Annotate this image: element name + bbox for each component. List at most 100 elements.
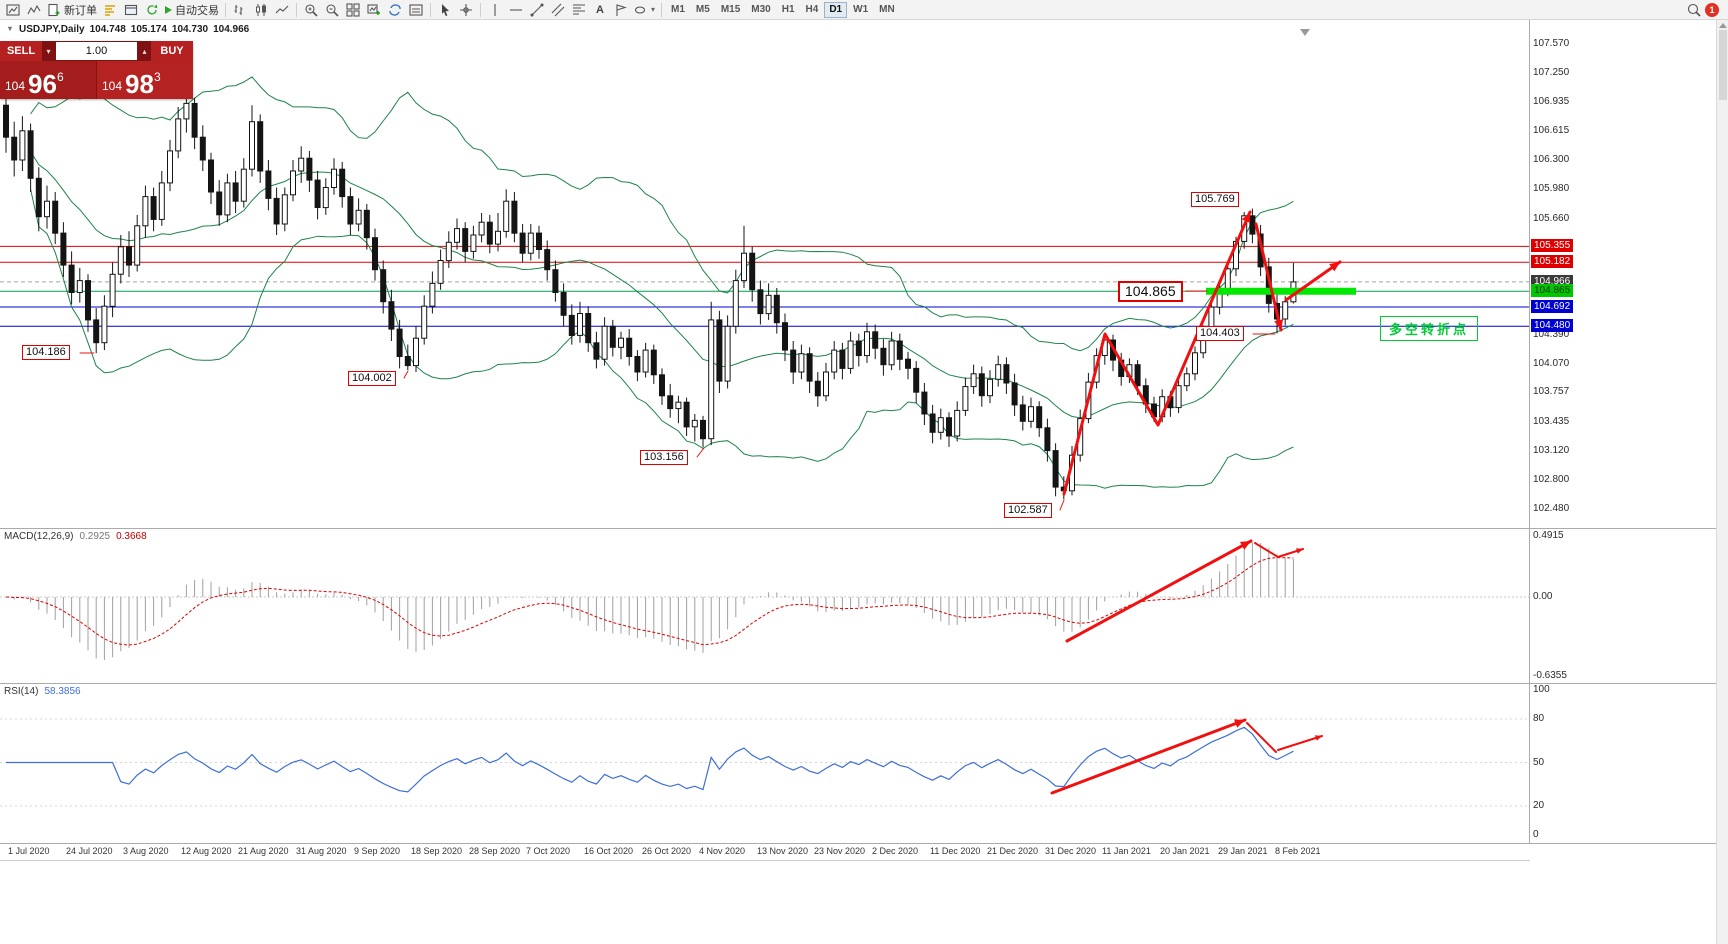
price-tick-label: 105.980 xyxy=(1533,183,1570,194)
date-label: 24 Jul 2020 xyxy=(66,846,113,856)
tf-button-w1[interactable]: W1 xyxy=(848,2,873,18)
vertical-line-tool-icon[interactable] xyxy=(485,1,505,19)
date-label: 11 Jan 2021 xyxy=(1102,846,1151,856)
price-tick-label: 104.070 xyxy=(1533,358,1570,369)
buy-price-prefix: 104 xyxy=(102,79,123,93)
buy-price-big: 98 xyxy=(125,69,154,99)
new-order-icon xyxy=(47,3,61,17)
tf-button-h4[interactable]: H4 xyxy=(801,2,824,18)
price-tick-label: 103.120 xyxy=(1533,445,1570,456)
date-label: 23 Nov 2020 xyxy=(814,846,866,856)
autotrade-button[interactable]: 自动交易 xyxy=(163,1,221,19)
scroll-up-icon[interactable] xyxy=(1718,23,1727,28)
shapes-dropdown-icon[interactable]: ▾ xyxy=(632,1,657,19)
profiles-icon[interactable] xyxy=(385,1,405,19)
date-axis[interactable]: 1 Jul 2020 24 Jul 2020 3 Aug 2020 12 Aug 20… xyxy=(0,844,1530,861)
rsi-axis-label: 50 xyxy=(1533,757,1545,768)
price-tick-label: 102.800 xyxy=(1533,474,1570,485)
panel-separator[interactable] xyxy=(0,683,1716,684)
panel-separator xyxy=(0,843,1716,844)
date-label: 26 Oct 2020 xyxy=(642,846,692,856)
cursor-icon[interactable] xyxy=(435,1,455,19)
sell-price-big: 96 xyxy=(28,69,57,99)
volume-input[interactable] xyxy=(55,41,138,61)
label-tool-icon[interactable] xyxy=(611,1,631,19)
date-label: 29 Jan 2021 xyxy=(1218,846,1268,856)
tf-button-m5[interactable]: M5 xyxy=(691,2,715,18)
candlestick-chart-type-icon[interactable] xyxy=(251,1,271,19)
date-label: 2 Dec 2020 xyxy=(872,846,919,856)
new-order-button[interactable]: 新订单 xyxy=(45,1,99,19)
tf-button-m15[interactable]: M15 xyxy=(716,2,745,18)
chart-right-border xyxy=(1529,20,1530,843)
price-level-label: 105.355 xyxy=(1531,239,1574,252)
charts-window-icon[interactable] xyxy=(3,1,23,19)
bar-chart-type-icon[interactable] xyxy=(230,1,250,19)
panel-separator[interactable] xyxy=(0,528,1716,529)
price-axis[interactable]: 107.570 107.250 106.935 106.615 106.300 105.9… xyxy=(1530,20,1716,861)
one-click-trading-panel: SELL ▾ ▴ BUY 104 96 6 104 98 3 xyxy=(0,41,193,99)
play-icon xyxy=(165,5,172,14)
sell-button[interactable]: SELL xyxy=(0,41,42,61)
toolbar: 新订单 自动交易 xyxy=(0,0,1728,20)
date-label: 31 Dec 2020 xyxy=(1045,846,1097,856)
search-icon[interactable] xyxy=(1684,1,1704,19)
crosshair-icon[interactable] xyxy=(456,1,476,19)
rsi-axis-label: 80 xyxy=(1533,713,1545,724)
new-chart-icon[interactable] xyxy=(364,1,384,19)
price-chart-canvas[interactable] xyxy=(0,20,1530,843)
candles-layer xyxy=(3,94,1297,500)
line-chart-type-icon[interactable] xyxy=(272,1,292,19)
date-label: 11 Dec 2020 xyxy=(930,846,981,856)
scrollbar-thumb[interactable] xyxy=(1718,30,1727,100)
channel-tool-icon[interactable] xyxy=(548,1,568,19)
price-tick-label: 103.757 xyxy=(1533,386,1570,397)
price-tick-label: 107.250 xyxy=(1533,67,1570,78)
rsi-axis-label: 20 xyxy=(1533,800,1545,811)
date-label: 12 Aug 2020 xyxy=(181,846,232,856)
trendline-tool-icon[interactable] xyxy=(527,1,547,19)
price-tick-label: 106.615 xyxy=(1533,125,1570,136)
volume-increase-button[interactable]: ▴ xyxy=(138,41,151,61)
tf-button-m30[interactable]: M30 xyxy=(746,2,775,18)
notification-badge[interactable]: 1 xyxy=(1705,2,1719,17)
new-order-label: 新订单 xyxy=(64,4,97,17)
tile-windows-icon[interactable] xyxy=(343,1,363,19)
terminal-panel-icon[interactable] xyxy=(121,1,141,19)
price-tick-label: 102.480 xyxy=(1533,503,1570,514)
tick-chart-icon[interactable] xyxy=(24,1,44,19)
ohlc-close: 104.966 xyxy=(213,24,250,35)
chart-properties-icon[interactable] xyxy=(406,1,426,19)
market-depth-icon[interactable] xyxy=(100,1,120,19)
tf-button-d1[interactable]: D1 xyxy=(824,1,848,18)
date-label: 3 Aug 2020 xyxy=(123,846,169,856)
buy-button[interactable]: BUY xyxy=(151,41,193,61)
date-label: 16 Oct 2020 xyxy=(584,846,634,856)
panel-toggle-icon[interactable]: ▾ xyxy=(8,24,13,33)
zoom-in-icon[interactable] xyxy=(301,1,321,19)
vertical-scrollbar[interactable] xyxy=(1716,20,1728,944)
tf-button-mn[interactable]: MN xyxy=(874,2,900,18)
price-levels-layer xyxy=(0,245,1530,327)
text-tool-icon[interactable]: A xyxy=(596,3,604,16)
toolbar-separator xyxy=(296,2,297,17)
zoom-out-icon[interactable] xyxy=(322,1,342,19)
toolbar-separator xyxy=(430,2,431,17)
buy-price-sup: 3 xyxy=(153,70,161,84)
tf-button-m1[interactable]: M1 xyxy=(666,2,690,18)
date-label: 7 Oct 2020 xyxy=(526,846,571,856)
price-level-label: 105.182 xyxy=(1531,255,1574,268)
strategy-tester-icon[interactable] xyxy=(142,1,162,19)
volume-decrease-button[interactable]: ▾ xyxy=(42,41,55,61)
buy-price[interactable]: 104 98 3 xyxy=(97,61,193,99)
horizontal-line-tool-icon[interactable] xyxy=(506,1,526,19)
sell-price[interactable]: 104 96 6 xyxy=(0,61,97,99)
fibonacci-tool-icon[interactable] xyxy=(569,1,589,19)
tf-button-h1[interactable]: H1 xyxy=(777,2,800,18)
ohlc-open: 104.748 xyxy=(89,24,126,35)
price-level-label: 104.692 xyxy=(1531,300,1574,313)
rsi-axis-label: 100 xyxy=(1533,684,1550,695)
bollinger-layer xyxy=(30,76,1294,489)
macd-name: MACD(12,26,9) xyxy=(4,531,74,542)
macd-indicator-label: MACD(12,26,9) 0.2925 0.3668 xyxy=(4,531,147,542)
